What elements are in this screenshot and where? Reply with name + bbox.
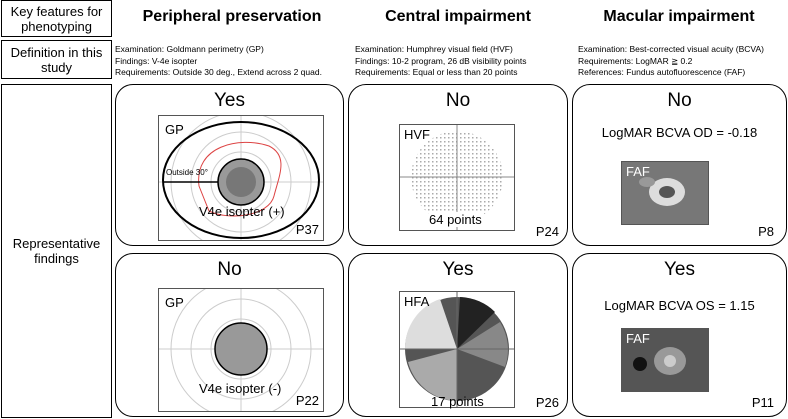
faf-fundus-figure: [633, 347, 686, 375]
representative-findings-label: Representative findings: [1, 84, 112, 418]
answer: No: [217, 259, 242, 280]
def-line: Examination: Goldmann perimetry (GP): [115, 44, 264, 54]
header-central: Central impairment: [385, 8, 531, 25]
answer: Yes: [442, 259, 474, 280]
def-line: Requirements: Outside 30 deg., Extend ac…: [115, 67, 322, 77]
answer: No: [445, 90, 471, 111]
faf-image: FAF: [621, 161, 709, 225]
panel-central-yes: Yes HFA 17 points P26: [348, 253, 568, 417]
faf-fundus-figure: [639, 177, 685, 206]
answer: Yes: [664, 259, 695, 280]
patient-id: P26: [535, 395, 559, 410]
gp-isopter-figure: [159, 289, 323, 411]
panel-peripheral-no: No GP V4e isopter (-) P22: [115, 253, 344, 417]
definition-central: Examination: Humphrey visual field (HVF)…: [355, 44, 527, 79]
panel-macular-no: No LogMAR BCVA OD = -0.18 FAF P8: [572, 84, 787, 246]
def-line: Examination: Humphrey visual field (HVF): [355, 44, 513, 54]
definition-label: Definition in this study: [1, 40, 112, 79]
answer: Yes: [214, 90, 245, 111]
caption: 17 points: [431, 394, 484, 409]
gp-chart-image: GP V4e isopter (-) P22: [158, 288, 324, 412]
def-line: Findings: 10-2 program, 26 dB visibility…: [355, 55, 527, 66]
patient-id: P24: [535, 224, 559, 239]
hvf-tag: HVF: [404, 127, 430, 142]
definition-macular: Examination: Best-corrected visual acuit…: [578, 44, 764, 79]
panel-central-no: No HVF 64 points P24: [348, 84, 568, 246]
caption: V4e isopter (+): [199, 204, 285, 219]
header-peripheral: Peripheral preservation: [142, 8, 322, 25]
caption: 64 points: [429, 212, 482, 227]
hvf-chart-image: HVF: [399, 124, 515, 231]
def-line: Examination: Best-corrected visual acuit…: [578, 44, 764, 54]
key-features-label: Key features for phenotyping: [1, 0, 112, 37]
bcva-value: LogMAR BCVA OD = -0.18: [601, 125, 758, 140]
panel-macular-yes: Yes LogMAR BCVA OS = 1.15 FAF P11: [572, 253, 787, 417]
answer: No: [667, 90, 692, 111]
caption: V4e isopter (-): [199, 381, 282, 396]
faf-tag: FAF: [626, 164, 650, 179]
def-line: Requirements: LogMAR ≧ 0.2: [578, 55, 693, 66]
outside-30-annotation: Outside 30°: [166, 168, 208, 177]
patient-id: P11: [751, 395, 774, 410]
faf-tag: FAF: [626, 331, 650, 346]
def-line: References: Fundus autofluorescence (FAF…: [578, 67, 746, 77]
hfa-tag: HFA: [404, 294, 430, 309]
header-macular: Macular impairment: [603, 8, 755, 25]
definition-peripheral: Examination: Goldmann perimetry (GP) Find…: [115, 44, 322, 79]
def-line: Findings: V-4e isopter: [115, 55, 198, 66]
gp-tag: GP: [165, 295, 184, 310]
panel-peripheral-yes: Yes GP Outside 30° V4e isopter (+) P37: [115, 84, 344, 246]
faf-image: FAF: [621, 328, 709, 392]
gp-chart-image: GP Outside 30° V4e isopter (+) P37: [158, 115, 324, 241]
hfa-chart-image: HFA: [399, 291, 515, 408]
gp-isopter-figure: [159, 116, 323, 240]
gp-tag: GP: [165, 122, 184, 137]
patient-id: P8: [758, 224, 774, 239]
bcva-value: LogMAR BCVA OS = 1.15: [604, 298, 755, 313]
def-line: Requirements: Equal or less than 20 poin…: [355, 67, 518, 77]
hfa-grayscale-figure: [400, 292, 514, 407]
patient-id: P22: [295, 393, 319, 408]
patient-id: P37: [295, 222, 319, 237]
